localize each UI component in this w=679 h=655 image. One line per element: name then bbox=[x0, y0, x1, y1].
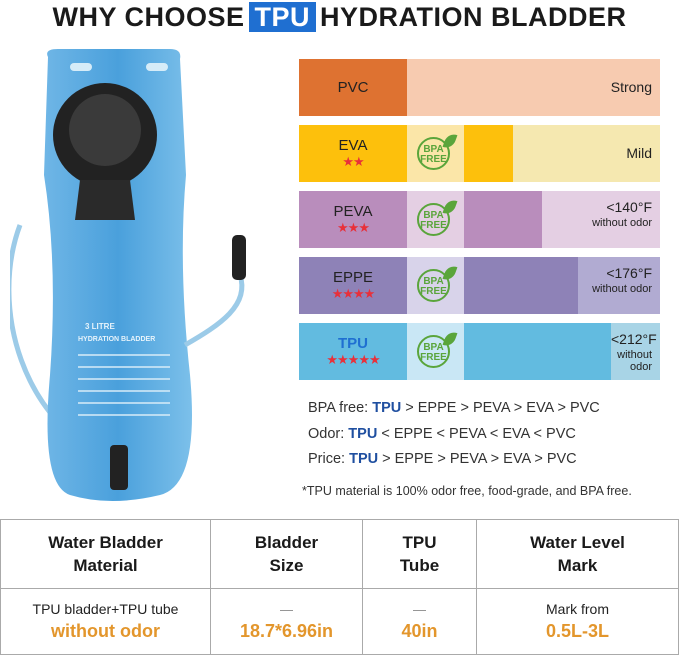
rating-stars: ★★★★ bbox=[331, 286, 376, 301]
material-row-peva: PEVA ★★★ BPA FREE <140°F without odor bbox=[299, 191, 660, 248]
bpa-free-badge-icon: BPA FREE bbox=[417, 329, 458, 368]
material-label: EPPE ★★★★ bbox=[299, 257, 407, 314]
bpa-free-badge-icon: BPA FREE bbox=[417, 263, 458, 302]
footnote: *TPU material is 100% odor free, food-gr… bbox=[302, 484, 632, 498]
comparison-bpa: BPA free: TPU > EPPE > PEVA > EVA > PVC bbox=[308, 400, 600, 416]
leaf-icon bbox=[442, 197, 458, 217]
level-bar bbox=[464, 125, 513, 182]
header-size: Bladder Size bbox=[210, 519, 363, 589]
comparison-price: Price: TPU > EPPE > PEVA > EVA > PVC bbox=[308, 451, 577, 467]
leaf-icon bbox=[442, 131, 458, 151]
material-value: Strong bbox=[610, 79, 652, 95]
rating-stars: ★★ bbox=[342, 154, 364, 169]
cell-level-mark: Mark from 0.5L-3L bbox=[476, 588, 679, 655]
material-row-eppe: EPPE ★★★★ BPA FREE <176°F without odor bbox=[299, 257, 660, 314]
header-tube: TPU Tube bbox=[362, 519, 477, 589]
bpa-cell: BPA FREE bbox=[407, 257, 464, 314]
material-value: <176°F without odor bbox=[592, 265, 652, 295]
rating-stars: ★★★ bbox=[337, 220, 370, 235]
bpa-cell: BPA FREE bbox=[407, 125, 464, 182]
spec-table: Water Bladder Material Bladder Size TPU Tub… bbox=[0, 519, 679, 655]
material-label: PEVA ★★★ bbox=[299, 191, 407, 248]
title-highlight: TPU bbox=[248, 2, 317, 32]
header-material: Water Bladder Material bbox=[0, 519, 211, 589]
comparison-odor: Odor: TPU < EPPE < PEVA < EVA < PVC bbox=[308, 426, 576, 442]
leaf-icon bbox=[442, 329, 458, 349]
svg-text:HYDRATION BLADDER: HYDRATION BLADDER bbox=[78, 336, 155, 343]
material-value: <140°F without odor bbox=[592, 199, 652, 229]
bpa-free-badge-icon: BPA FREE bbox=[417, 197, 458, 236]
header-level-mark: Water Level Mark bbox=[476, 519, 679, 589]
leaf-icon bbox=[442, 263, 458, 283]
material-row-eva: EVA ★★ BPA FREE Mild bbox=[299, 125, 660, 182]
material-label: TPU ★★★★★ bbox=[299, 323, 407, 380]
bpa-free-badge-icon: BPA FREE bbox=[417, 131, 458, 170]
material-value: Mild bbox=[626, 145, 652, 161]
bpa-cell: BPA FREE bbox=[407, 323, 464, 380]
page-title: WHY CHOOSE TPU HYDRATION BLADDER bbox=[52, 2, 627, 32]
level-bar bbox=[464, 191, 543, 248]
material-label: EVA ★★ bbox=[299, 125, 407, 182]
material-row-pvc: PVC Strong bbox=[299, 59, 660, 116]
level-bar bbox=[464, 257, 578, 314]
material-row-tpu: TPU ★★★★★ BPA FREE <212°F without odor bbox=[299, 323, 660, 380]
cell-tube: —40in bbox=[362, 588, 477, 655]
material-value: <212°F without odor bbox=[611, 331, 657, 373]
material-label: PVC bbox=[299, 59, 407, 116]
svg-text:3 LITRE: 3 LITRE bbox=[85, 322, 115, 331]
level-bar bbox=[464, 323, 611, 380]
rating-stars: ★★★★★ bbox=[326, 352, 380, 367]
cell-material: TPU bladder+TPU tube without odor bbox=[0, 588, 211, 655]
hydration-bladder-image: 3 LITRE HYDRATION BLADDER bbox=[10, 49, 246, 501]
bpa-cell: BPA FREE bbox=[407, 191, 464, 248]
cell-size: —18.7*6.96in bbox=[210, 588, 363, 655]
